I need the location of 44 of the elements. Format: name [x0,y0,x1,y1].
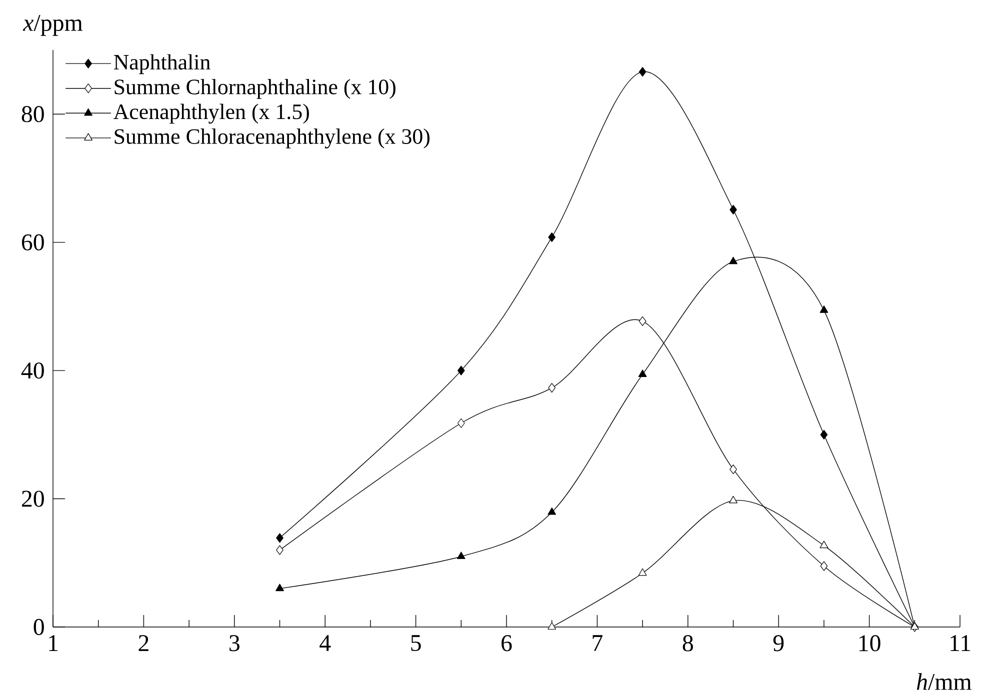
legend-label: Acenaphthylen (x 1.5) [114,104,309,124]
point [730,464,737,474]
legend-label: Naphthalin [114,54,210,74]
legend-label: Summe Chlornaphthaline (x 10) [114,78,396,99]
point [548,507,556,515]
point [820,540,828,548]
x-tick-label: 11 [950,635,970,651]
point [457,366,465,376]
legend-label: Summe Chloracenaphthylene (x 30) [114,128,430,148]
point [638,370,647,377]
point [729,496,738,504]
y-tick-label: 20 [22,490,44,507]
point [730,204,737,214]
point [548,622,556,630]
point [456,552,466,560]
x-tick-label: 7 [592,635,602,651]
y-axis-title: x/ppm [22,14,83,36]
x-tick-label: 10 [859,635,880,652]
point [276,584,284,592]
point [820,561,828,571]
x-tick-label: 4 [320,635,331,651]
y-tick-label: 60 [22,234,44,250]
x-tick-label: 6 [502,635,512,652]
point [729,256,738,264]
point [548,383,556,393]
x-tick-label: 2 [138,635,148,651]
x-axis-title: h/mm [916,673,972,690]
point [457,418,465,428]
point [638,66,646,77]
point [638,316,646,326]
x-tick-label: 9 [773,635,784,652]
x-tick-label: 8 [682,635,693,652]
x-tick-label: 1 [49,635,58,651]
point [276,533,284,543]
y-tick-label: 40 [21,362,44,379]
point [276,545,284,555]
point [820,430,828,440]
y-tick-label: 80 [22,106,44,122]
point [638,568,647,576]
x-tick-label: 3 [230,635,240,652]
x-tick-label: 5 [411,635,421,652]
point [820,305,828,313]
y-tick-label: 0 [34,618,44,636]
point [548,232,556,242]
